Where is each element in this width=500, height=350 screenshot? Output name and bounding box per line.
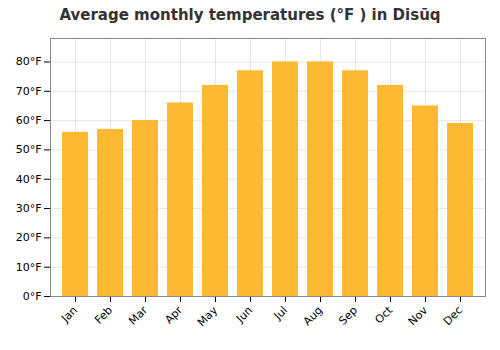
svg-text:Jul: Jul [271,304,290,323]
svg-text:30°F: 30°F [16,202,42,215]
svg-text:Feb: Feb [92,304,115,327]
svg-text:Mar: Mar [126,303,150,327]
svg-text:80°F: 80°F [16,55,42,68]
svg-text:10°F: 10°F [16,261,42,274]
svg-text:70°F: 70°F [16,85,42,98]
svg-text:Apr: Apr [162,303,185,326]
svg-text:Sep: Sep [336,304,360,328]
svg-text:40°F: 40°F [16,173,42,186]
svg-text:20°F: 20°F [16,231,42,244]
html-text:Average monthly temperatures (: Average monthly temperatures (°F ) in Di… [59,6,441,24]
svg-text:0°F: 0°F [23,290,42,303]
svg-text:Jan: Jan [58,304,80,326]
svg-text:50°F: 50°F [16,143,42,156]
svg-text:Oct: Oct [372,303,395,326]
svg-text:Jun: Jun [233,304,255,326]
svg-text:May: May [195,303,221,329]
svg-text:60°F: 60°F [16,114,42,127]
svg-text:Aug: Aug [301,304,325,328]
svg-text:Nov: Nov [406,303,431,328]
svg-text:Dec: Dec [441,304,465,328]
